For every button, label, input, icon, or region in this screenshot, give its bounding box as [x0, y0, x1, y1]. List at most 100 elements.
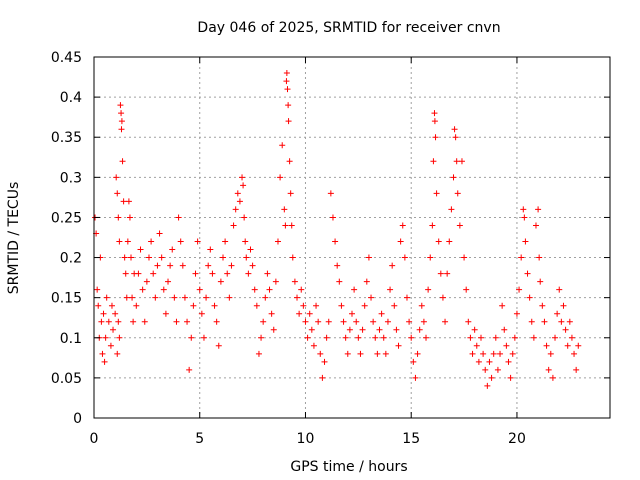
data-point — [437, 270, 444, 277]
data-point — [247, 246, 254, 253]
data-point — [152, 294, 159, 301]
data-point — [114, 350, 121, 357]
data-point — [203, 294, 210, 301]
data-point — [169, 246, 176, 253]
data-point — [501, 326, 508, 333]
data-point — [211, 302, 218, 309]
data-point — [270, 326, 277, 333]
data-point — [268, 310, 275, 317]
data-point — [319, 374, 326, 381]
data-point — [478, 334, 484, 341]
data-point — [564, 342, 571, 349]
y-tick-label: 0 — [73, 411, 82, 427]
data-point — [499, 302, 506, 309]
data-point — [380, 334, 387, 341]
data-point — [188, 334, 195, 341]
data-point — [458, 158, 465, 165]
data-point — [245, 270, 252, 277]
data-point — [486, 358, 493, 365]
data-point — [446, 238, 453, 245]
data-point — [137, 246, 144, 253]
data-point — [420, 318, 427, 325]
data-point — [102, 334, 109, 341]
data-point — [552, 334, 559, 341]
data-point — [532, 222, 539, 229]
y-tick-label: 0.35 — [51, 130, 82, 146]
data-point — [283, 78, 290, 85]
data-point — [133, 302, 140, 309]
data-point — [473, 342, 480, 349]
data-point — [220, 254, 226, 261]
data-point — [439, 294, 446, 301]
data-point — [289, 254, 296, 261]
data-point — [475, 358, 482, 365]
data-point — [304, 334, 311, 341]
data-point — [471, 326, 478, 333]
data-point — [384, 318, 391, 325]
data-point — [374, 350, 381, 357]
data-point — [282, 222, 289, 229]
data-point — [482, 366, 489, 373]
data-point — [408, 334, 415, 341]
data-point — [196, 286, 203, 293]
data-point — [177, 238, 184, 245]
data-point — [454, 190, 461, 197]
data-point — [562, 326, 569, 333]
data-point — [209, 270, 216, 277]
data-point — [234, 190, 241, 197]
data-point — [277, 174, 284, 181]
plot-frame — [93, 56, 611, 419]
data-point — [113, 174, 120, 181]
data-point — [243, 254, 250, 261]
data-point — [284, 86, 291, 93]
data-point — [558, 318, 565, 325]
data-point — [450, 174, 457, 181]
data-point — [260, 318, 267, 325]
data-point — [521, 214, 528, 221]
data-point — [332, 238, 339, 245]
data-point — [154, 262, 161, 269]
data-point — [391, 302, 398, 309]
data-point — [148, 238, 155, 245]
data-point — [283, 70, 290, 77]
data-point — [568, 334, 575, 341]
data-point — [249, 262, 256, 269]
data-point — [351, 286, 358, 293]
data-point — [497, 350, 504, 357]
x-tick-label: 20 — [508, 431, 526, 447]
data-point — [281, 206, 288, 213]
data-point — [285, 118, 292, 125]
data-point — [560, 302, 567, 309]
data-point — [395, 342, 402, 349]
data-point — [372, 334, 379, 341]
data-point — [141, 318, 148, 325]
data-point — [524, 270, 531, 277]
data-point — [355, 334, 362, 341]
data-point — [181, 294, 188, 301]
data-point — [530, 334, 537, 341]
data-point — [536, 254, 543, 261]
x-tick-label: 15 — [402, 431, 420, 447]
data-point — [205, 262, 212, 269]
data-point — [130, 318, 137, 325]
data-point — [387, 286, 394, 293]
data-point — [492, 334, 499, 341]
data-point — [431, 118, 438, 125]
data-point — [357, 350, 364, 357]
axis-ticks — [93, 56, 610, 419]
data-point — [129, 294, 136, 301]
y-tick-labels: 0 0.05 0.1 0.15 0.2 0.25 0.3 0.35 0.4 0.45 — [51, 50, 82, 427]
y-tick-label: 0.15 — [51, 291, 82, 307]
data-point — [215, 342, 222, 349]
data-point — [308, 326, 315, 333]
data-point — [547, 350, 554, 357]
data-point — [279, 142, 286, 149]
data-point — [329, 214, 336, 221]
data-point — [545, 366, 552, 373]
data-point — [222, 238, 229, 245]
data-point — [198, 310, 205, 317]
data-point — [430, 158, 437, 165]
data-point — [423, 334, 430, 341]
data-point — [121, 254, 128, 261]
